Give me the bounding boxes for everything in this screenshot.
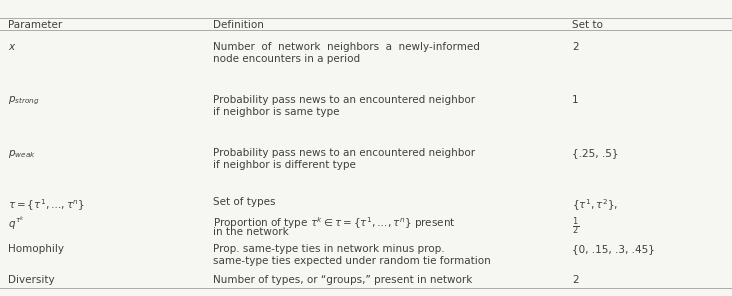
- Text: 2: 2: [572, 275, 578, 285]
- Text: Prop. same-type ties in network minus prop.: Prop. same-type ties in network minus pr…: [213, 244, 444, 254]
- Text: Set of types: Set of types: [213, 197, 275, 207]
- Text: {.25, .5}: {.25, .5}: [572, 148, 619, 158]
- Text: if neighbor is same type: if neighbor is same type: [213, 107, 340, 117]
- Text: {0, .15, .3, .45}: {0, .15, .3, .45}: [572, 244, 655, 254]
- Text: in the network: in the network: [213, 227, 288, 237]
- Text: Homophily: Homophily: [8, 244, 64, 254]
- Text: Set to: Set to: [572, 20, 603, 30]
- Text: Probability pass news to an encountered neighbor: Probability pass news to an encountered …: [213, 95, 475, 105]
- Text: if neighbor is different type: if neighbor is different type: [213, 160, 356, 170]
- Text: 2: 2: [572, 42, 578, 52]
- Text: $\{\tau^1, \tau^2\}$,: $\{\tau^1, \tau^2\}$,: [572, 197, 619, 213]
- Text: $x$: $x$: [8, 42, 17, 52]
- Text: Definition: Definition: [213, 20, 264, 30]
- Text: $\tau = \{\tau^1, \ldots, \tau^n\}$: $\tau = \{\tau^1, \ldots, \tau^n\}$: [8, 197, 85, 213]
- Text: $p_{strong}$: $p_{strong}$: [8, 95, 40, 107]
- Text: Probability pass news to an encountered neighbor: Probability pass news to an encountered …: [213, 148, 475, 158]
- Text: $q^{\tau^k}$: $q^{\tau^k}$: [8, 215, 25, 232]
- Text: 1: 1: [572, 95, 578, 105]
- Text: $\frac{1}{2}$: $\frac{1}{2}$: [572, 215, 579, 237]
- Text: node encounters in a period: node encounters in a period: [213, 54, 360, 64]
- Text: Number  of  network  neighbors  a  newly-informed: Number of network neighbors a newly-info…: [213, 42, 480, 52]
- Text: Proportion of type $\tau^k \in \tau = \{\tau^1, \ldots, \tau^n\}$ present: Proportion of type $\tau^k \in \tau = \{…: [213, 215, 455, 231]
- Text: $p_{weak}$: $p_{weak}$: [8, 148, 36, 160]
- Text: Number of types, or “groups,” present in network: Number of types, or “groups,” present in…: [213, 275, 472, 285]
- Text: same-type ties expected under random tie formation: same-type ties expected under random tie…: [213, 256, 490, 266]
- Text: Parameter: Parameter: [8, 20, 62, 30]
- Text: Diversity: Diversity: [8, 275, 55, 285]
